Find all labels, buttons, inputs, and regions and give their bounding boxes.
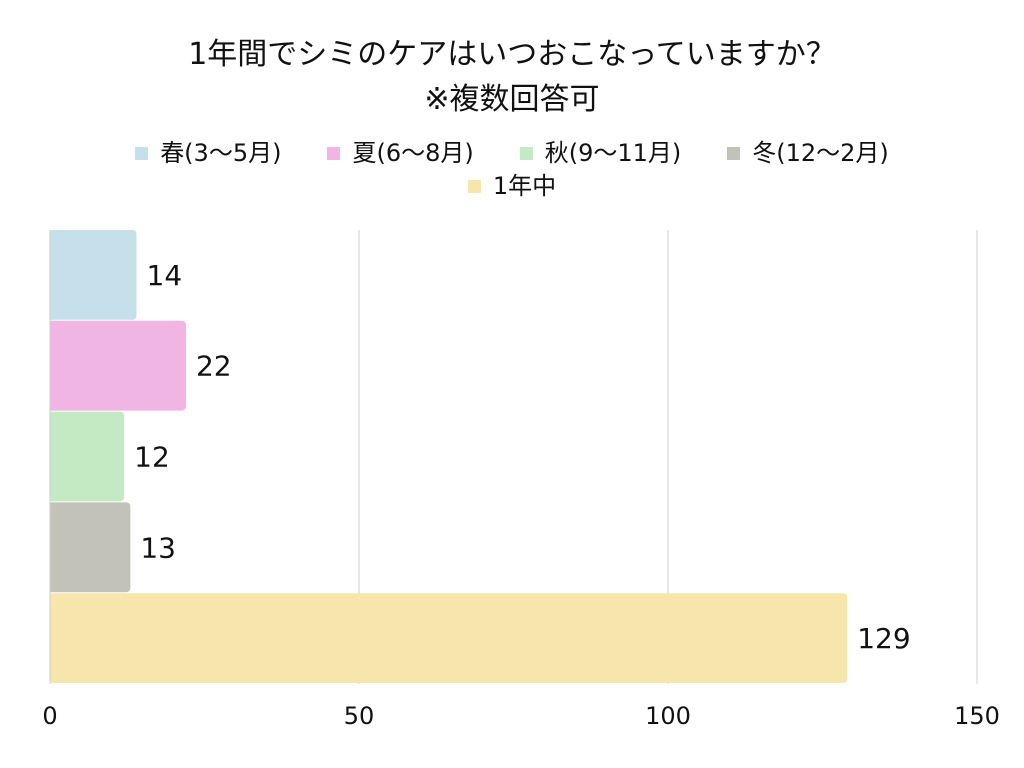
bar-summer <box>46 320 186 411</box>
legend-swatch-summer <box>327 146 341 160</box>
bar-autumn <box>46 411 125 502</box>
data-label-summer: 22 <box>196 350 232 383</box>
legend-swatch-autumn <box>519 146 533 160</box>
chart-title: 1年間でシミのケアはいつおこなっていますか？ <box>188 37 836 72</box>
chart-subtitle: ※複数回答可 <box>424 82 600 117</box>
bar-all-year <box>46 593 848 683</box>
bar-spring <box>46 230 137 320</box>
legend-label-autumn: 秋(9〜11月) <box>544 139 682 167</box>
legend-item-spring: 春(3〜5月) <box>135 138 281 168</box>
legend-swatch-all-year <box>467 179 481 193</box>
x-tick-label-0: 0 <box>42 702 57 730</box>
data-label-spring: 14 <box>147 259 183 292</box>
data-label-winter: 13 <box>140 531 176 564</box>
legend-label-all-year: 1年中 <box>492 172 557 200</box>
legend-label-summer: 夏(6〜8月) <box>352 139 474 167</box>
legend-swatch-winter <box>727 146 741 160</box>
data-label-autumn: 12 <box>134 441 170 474</box>
chart-legend: 春(3〜5月) 夏(6〜8月) 秋(9〜11月) 冬(12〜2月) <box>0 138 1024 168</box>
data-label-all-year: 129 <box>857 622 910 655</box>
x-tick-label-150: 150 <box>954 702 1000 730</box>
axis-mask <box>44 228 50 686</box>
bar-winter <box>46 502 131 593</box>
legend-item-winter: 冬(12〜2月) <box>727 138 889 168</box>
x-tick-label-50: 50 <box>344 702 375 730</box>
legend-swatch-spring <box>135 146 149 160</box>
legend-label-spring: 春(3〜5月) <box>160 139 282 167</box>
chart-legend-row-2: 1年中 <box>0 171 1024 201</box>
x-tick-label-100: 100 <box>645 702 691 730</box>
legend-item-all-year: 1年中 <box>467 171 557 201</box>
legend-item-autumn: 秋(9〜11月) <box>519 138 682 168</box>
legend-label-winter: 冬(12〜2月) <box>752 139 889 167</box>
legend-item-summer: 夏(6〜8月) <box>327 138 474 168</box>
